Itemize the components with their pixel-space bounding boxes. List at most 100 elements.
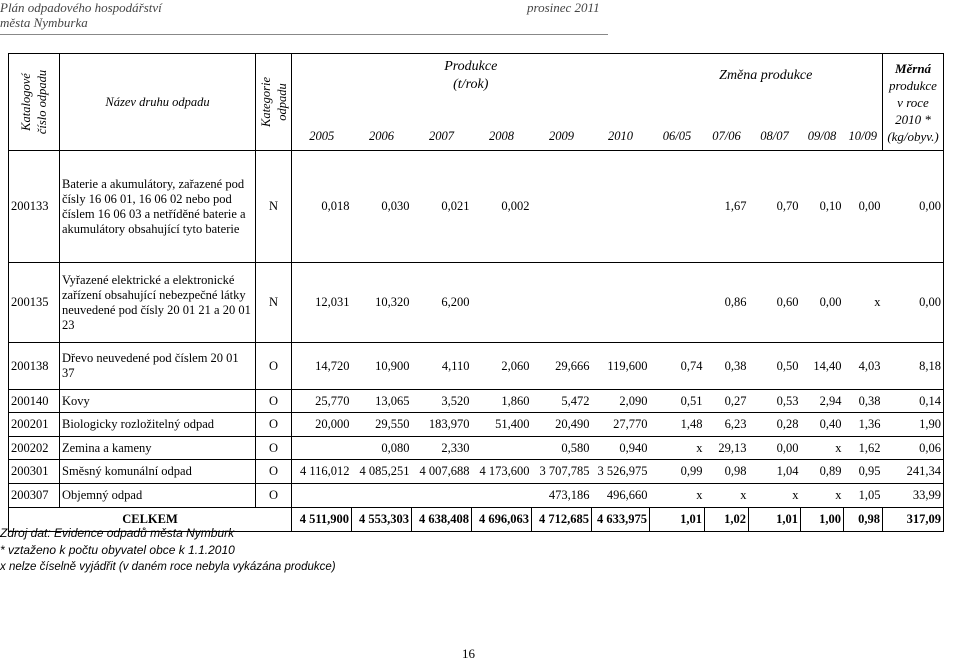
total-production-value: 4 633,975 [591, 507, 650, 532]
row-change-value: 0,50 [748, 342, 801, 390]
table-body: 200133 Baterie a akumulátory, zařazené po… [8, 150, 944, 532]
row-name: Biologicky rozložitelný odpad [59, 412, 256, 437]
row-change-value: 0,70 [748, 150, 801, 263]
row-production-value: 119,600 [591, 342, 650, 390]
row-category: O [255, 412, 292, 437]
col-header-change: 08/07 [748, 98, 801, 151]
row-specific-production: 241,34 [882, 459, 944, 484]
row-production-value: 4 173,600 [471, 459, 532, 484]
col-header-change: 06/05 [649, 98, 705, 151]
row-change-value: 2,94 [800, 389, 844, 413]
row-category: O [255, 342, 292, 390]
row-change-value: 0,40 [800, 412, 844, 437]
row-change-value: 0,89 [800, 459, 844, 484]
row-production-value: 496,660 [591, 483, 650, 508]
row-production-value: 3 707,785 [531, 459, 592, 484]
row-change-value: 4,03 [843, 342, 883, 390]
row-change-value [649, 150, 705, 263]
row-name: Kovy [59, 389, 256, 413]
col-header-year: 2006 [351, 98, 412, 151]
col-group-change: Změna produkce [649, 53, 883, 99]
specific-line-3: v roce [897, 94, 929, 110]
row-production-value: 3 526,975 [591, 459, 650, 484]
row-category: O [255, 459, 292, 484]
row-production-value [471, 262, 532, 343]
row-specific-production: 1,90 [882, 412, 944, 437]
row-production-value: 0,002 [471, 150, 532, 263]
star-note: * vztaženo k počtu obyvatel obce k 1.1.2… [0, 543, 235, 557]
col-header-name: Název druhu odpadu [59, 53, 256, 151]
col-header-year: 2008 [471, 98, 532, 151]
row-production-value [471, 436, 532, 460]
row-code: 200307 [8, 483, 60, 508]
row-production-value: 183,970 [411, 412, 472, 437]
row-production-value: 0,018 [291, 150, 352, 263]
row-production-value [351, 483, 412, 508]
total-change-value: 0,98 [843, 507, 883, 532]
col-header-change: 09/08 [800, 98, 844, 151]
row-production-value [411, 483, 472, 508]
row-production-value: 4 085,251 [351, 459, 412, 484]
row-change-value: 0,10 [800, 150, 844, 263]
x-note: x nelze číselně vyjádřit (v daném roce n… [0, 561, 336, 573]
col-header-year: 2005 [291, 98, 352, 151]
row-change-value: 6,23 [704, 412, 749, 437]
col-header-year: 2007 [411, 98, 472, 151]
table-row: 200307 Objemný odpad O 473,186 496,660 x x x x 1,… [8, 483, 944, 508]
total-change-value: 1,01 [649, 507, 705, 532]
waste-production-table: Katalogové číslo odpadu Název druhu odpa… [8, 53, 944, 532]
specific-line-4: 2010 * [895, 111, 931, 127]
col-header-year: 2009 [531, 98, 592, 151]
row-change-value: x [800, 436, 844, 460]
row-production-value: 4 007,688 [411, 459, 472, 484]
table-row: 200135 Vyřazené elektrické a elektronické… [8, 262, 944, 343]
row-production-value [291, 483, 352, 508]
row-change-value: 0,95 [843, 459, 883, 484]
table-row: 200301 Směsný komunální odpad O 4 116,012 4 … [8, 459, 944, 484]
production-label: Produkce [444, 59, 498, 75]
row-code: 200135 [8, 262, 60, 343]
row-production-value: 29,666 [531, 342, 592, 390]
row-code: 200133 [8, 150, 60, 263]
total-change-value: 1,00 [800, 507, 844, 532]
row-specific-production: 8,18 [882, 342, 944, 390]
total-production-value: 4 696,063 [471, 507, 532, 532]
row-change-value: 0,27 [704, 389, 749, 413]
row-change-value: 0,38 [843, 389, 883, 413]
total-production-value: 4 712,685 [531, 507, 592, 532]
row-code: 200301 [8, 459, 60, 484]
row-production-value: 5,472 [531, 389, 592, 413]
row-production-value: 0,030 [351, 150, 412, 263]
row-production-value: 2,330 [411, 436, 472, 460]
specific-line-5: (kg/obyv.) [887, 128, 939, 144]
row-specific-production: 0,00 [882, 150, 944, 263]
row-change-value: x [843, 262, 883, 343]
row-specific-production: 33,99 [882, 483, 944, 508]
row-production-value: 27,770 [591, 412, 650, 437]
total-label: CELKEM [8, 507, 292, 532]
total-change-value: 1,02 [704, 507, 749, 532]
table-row: 200201 Biologicky rozložitelný odpad O 20,0… [8, 412, 944, 437]
row-change-value: 1,36 [843, 412, 883, 437]
row-change-value: 0,00 [800, 262, 844, 343]
col-header-specific: Měrná produkce v roce 2010 * (kg/obyv.) [882, 53, 944, 151]
row-name: Dřevo neuvedené pod číslem 20 01 37 [59, 342, 256, 390]
row-production-value: 12,031 [291, 262, 352, 343]
row-change-value: x [748, 483, 801, 508]
row-change-value: 0,51 [649, 389, 705, 413]
specific-line-2: produkce [889, 77, 937, 93]
row-production-value [291, 436, 352, 460]
row-change-value: 14,40 [800, 342, 844, 390]
row-production-value [531, 262, 592, 343]
row-change-value: 0,00 [748, 436, 801, 460]
row-name: Vyřazené elektrické a elektronické zaříz… [59, 262, 256, 343]
row-production-value: 10,320 [351, 262, 412, 343]
row-category: N [255, 150, 292, 263]
row-change-value: 0,99 [649, 459, 705, 484]
row-production-value: 2,090 [591, 389, 650, 413]
document-date: prosinec 2011 [527, 0, 600, 15]
row-production-value: 4,110 [411, 342, 472, 390]
row-production-value: 0,940 [591, 436, 650, 460]
row-change-value: 1,67 [704, 150, 749, 263]
row-change-value: 1,05 [843, 483, 883, 508]
